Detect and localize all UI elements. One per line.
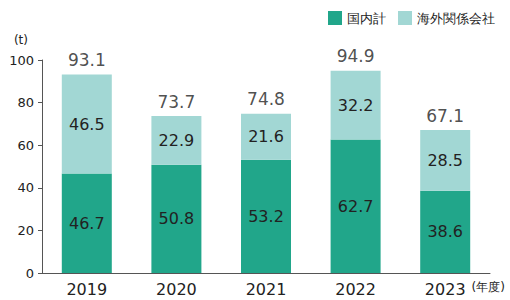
svg-text:60: 60 bbox=[17, 138, 34, 153]
svg-text:2023: 2023 bbox=[425, 280, 466, 299]
svg-text:100: 100 bbox=[9, 53, 34, 68]
svg-text:22.9: 22.9 bbox=[159, 131, 195, 150]
svg-text:73.7: 73.7 bbox=[157, 92, 195, 112]
svg-text:62.7: 62.7 bbox=[338, 197, 374, 216]
svg-text:海外関係会社: 海外関係会社 bbox=[417, 11, 495, 26]
svg-text:50.8: 50.8 bbox=[159, 209, 195, 228]
svg-text:40: 40 bbox=[17, 180, 34, 195]
svg-text:38.6: 38.6 bbox=[427, 222, 463, 241]
svg-text:20: 20 bbox=[17, 223, 34, 238]
svg-text:32.2: 32.2 bbox=[338, 96, 374, 115]
svg-text:93.1: 93.1 bbox=[68, 50, 106, 70]
svg-text:2020: 2020 bbox=[156, 280, 197, 299]
svg-text:67.1: 67.1 bbox=[426, 106, 464, 126]
svg-text:2021: 2021 bbox=[246, 280, 287, 299]
svg-text:80: 80 bbox=[17, 95, 34, 110]
svg-text:53.2: 53.2 bbox=[248, 207, 284, 226]
svg-text:0: 0 bbox=[26, 266, 34, 281]
svg-text:46.5: 46.5 bbox=[69, 115, 105, 134]
svg-text:2019: 2019 bbox=[66, 280, 107, 299]
svg-text:(t): (t) bbox=[14, 33, 28, 47]
svg-text:46.7: 46.7 bbox=[69, 214, 105, 233]
svg-text:28.5: 28.5 bbox=[427, 151, 463, 170]
svg-text:(年度): (年度) bbox=[471, 280, 504, 294]
svg-text:74.8: 74.8 bbox=[247, 89, 285, 109]
svg-text:2022: 2022 bbox=[335, 280, 376, 299]
svg-text:国内計: 国内計 bbox=[347, 11, 386, 26]
svg-text:94.9: 94.9 bbox=[337, 46, 375, 66]
svg-text:21.6: 21.6 bbox=[248, 127, 284, 146]
